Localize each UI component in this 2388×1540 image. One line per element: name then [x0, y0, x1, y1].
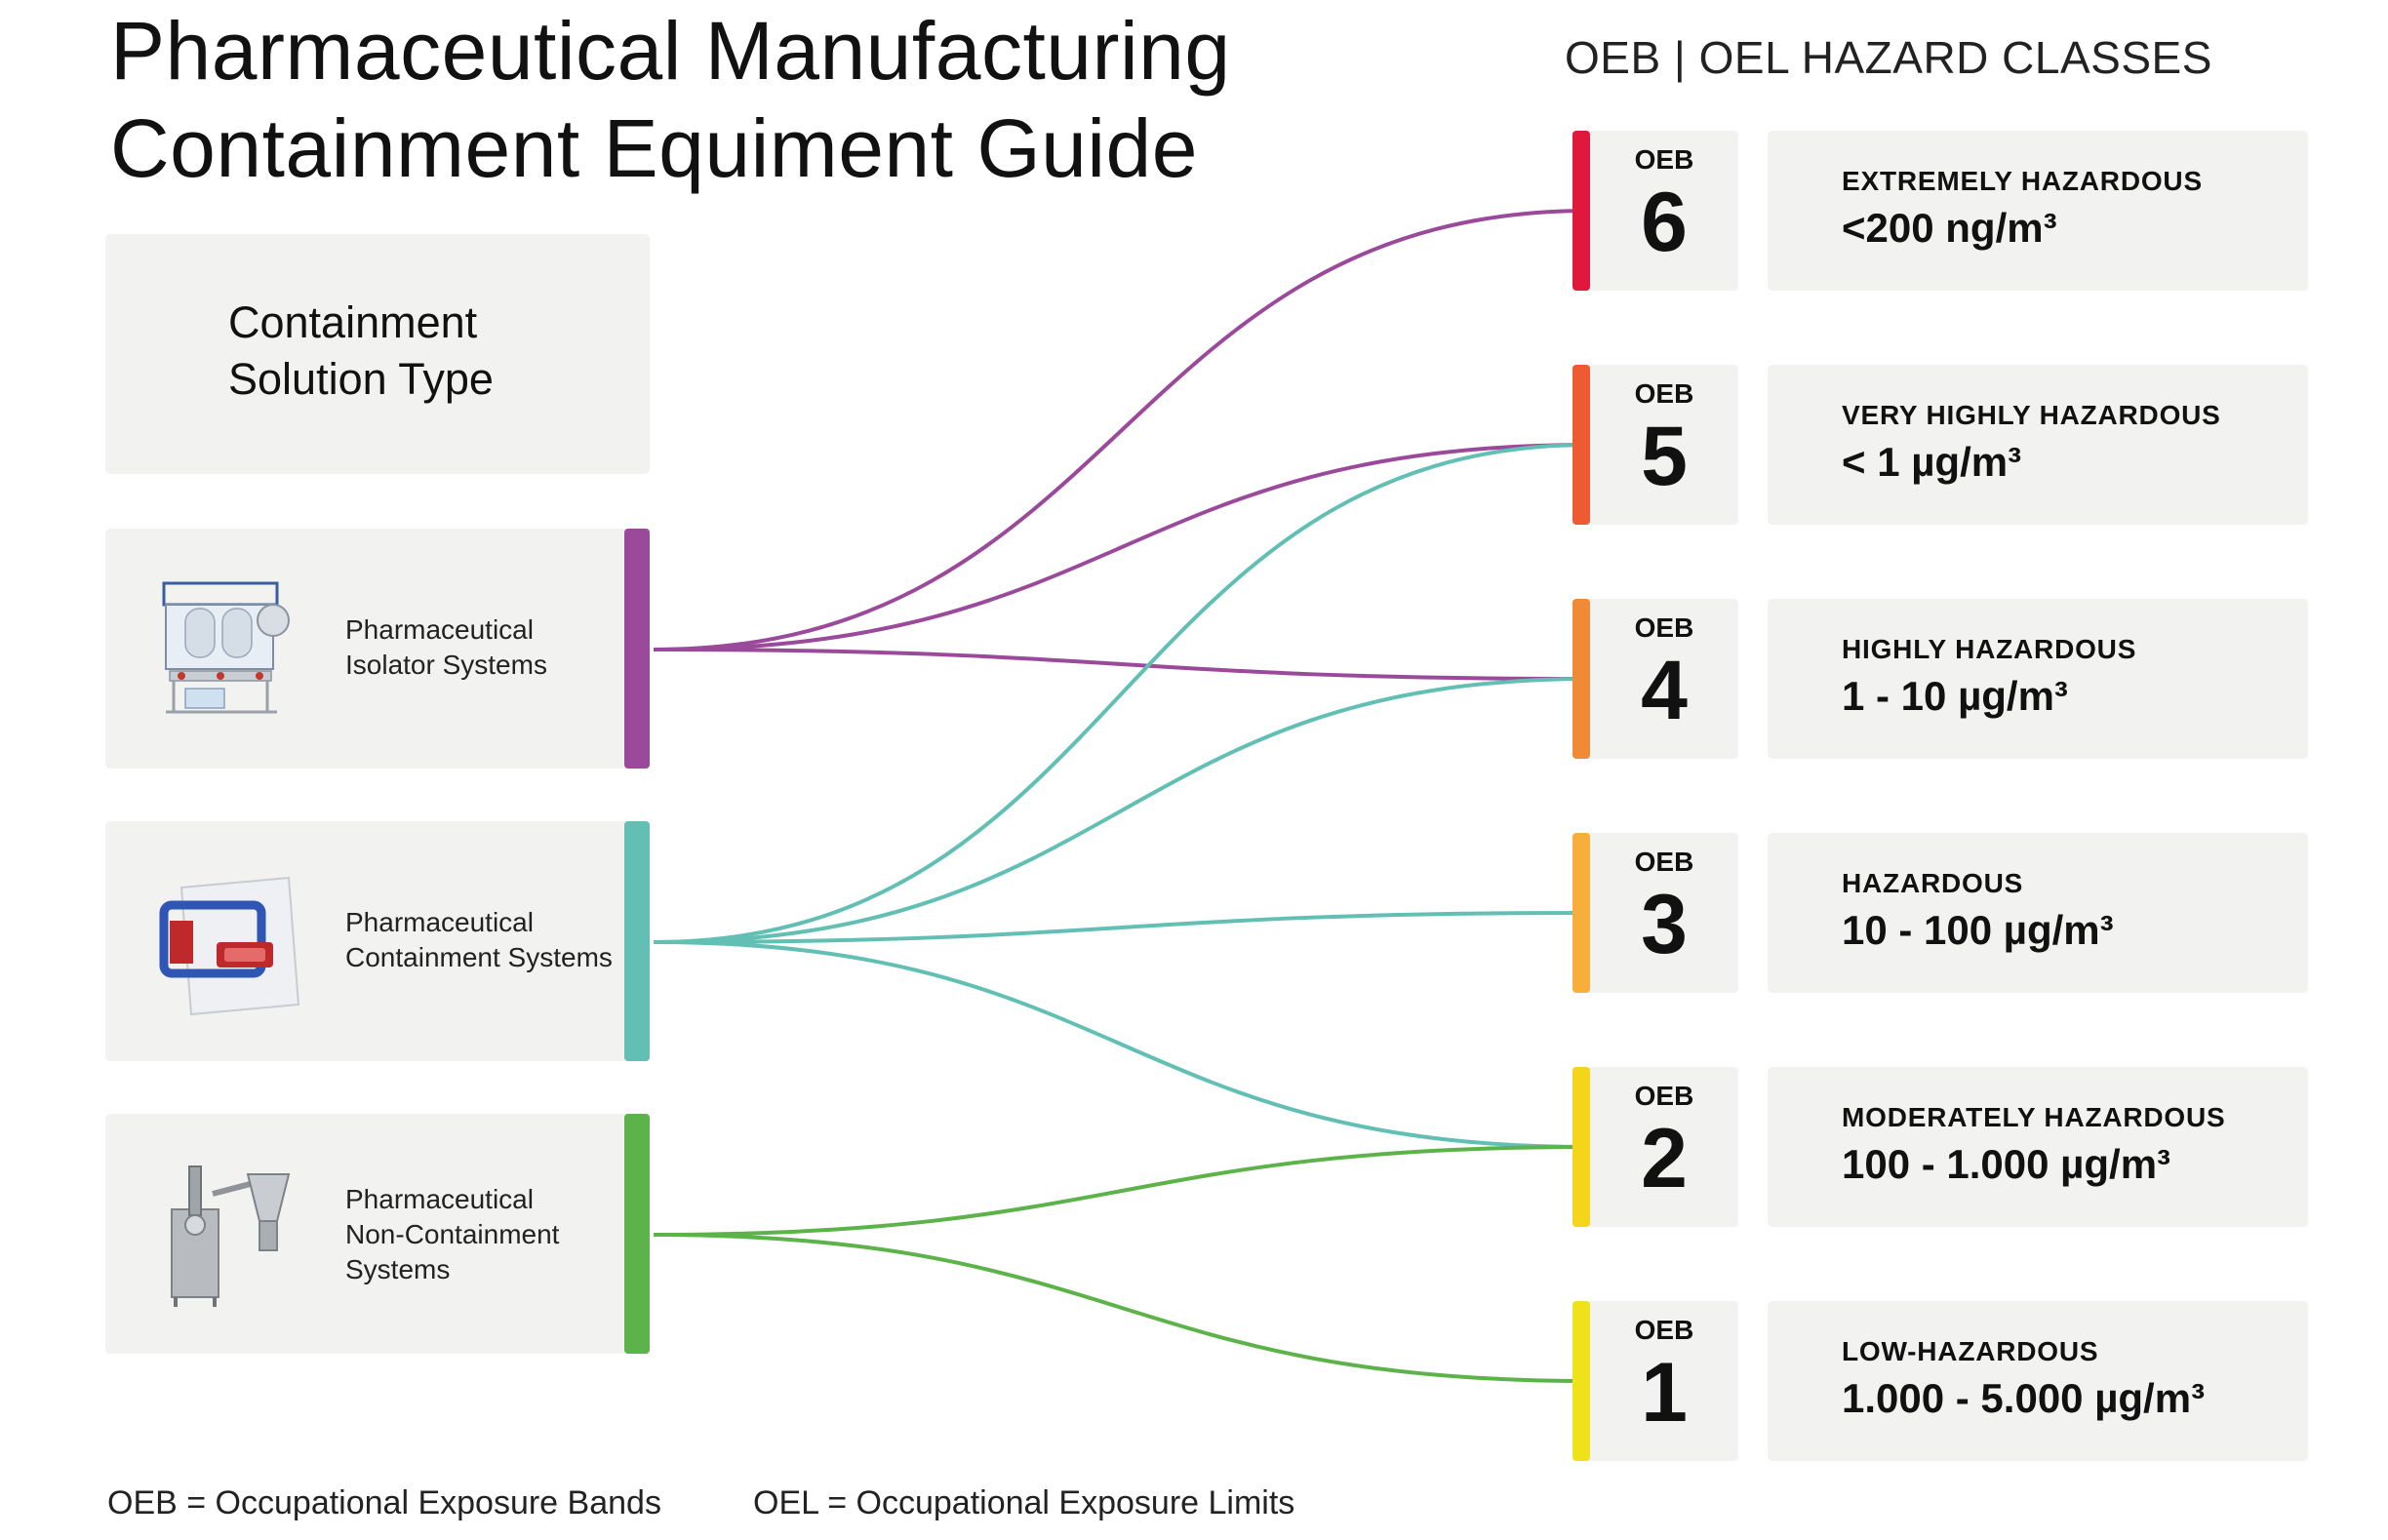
- exposure-limit: 10 - 100 µg/m³: [1842, 907, 2114, 953]
- oeb-label: OEB: [1634, 847, 1694, 877]
- link-line: [653, 443, 1591, 652]
- system-label-line-2: Containment Systems: [345, 942, 613, 972]
- hazard-name: MODERATELY HAZARDOUS: [1842, 1102, 2226, 1132]
- system-color-bar: [624, 821, 650, 1061]
- hazard-name: EXTREMELY HAZARDOUS: [1842, 166, 2203, 196]
- hazard-5-box: VERY HIGHLY HAZARDOUS < 1 µg/m³: [1768, 365, 2308, 525]
- system-color-bar: [624, 529, 650, 769]
- oel-definition: OEL = Occupational Exposure Limits: [753, 1484, 1295, 1521]
- oeb-color-stripe: [1572, 1301, 1590, 1461]
- oeb-label: OEB: [1634, 378, 1694, 409]
- hazard-1-box: LOW-HAZARDOUS 1.000 - 5.000 µg/m³: [1768, 1301, 2308, 1461]
- oeb-definition: OEB = Occupational Exposure Bands: [107, 1484, 661, 1521]
- link-line: [653, 1233, 1591, 1383]
- link-line: [653, 911, 1591, 944]
- link-line: [653, 677, 1591, 944]
- oeb-number: 3: [1641, 878, 1688, 971]
- oeb-number: 4: [1641, 644, 1688, 737]
- link-line: [653, 940, 1591, 1149]
- non-containment-machine-icon: [171, 1165, 291, 1307]
- link-line: [653, 443, 1591, 944]
- title-line-2: Containment Equiment Guide: [110, 102, 1198, 194]
- oeb-color-stripe: [1572, 131, 1590, 291]
- oeb-color-stripe: [1572, 599, 1590, 759]
- hazard-6-box: EXTREMELY HAZARDOUS <200 ng/m³: [1768, 131, 2308, 291]
- link-line: [653, 1145, 1591, 1237]
- link-line: [653, 209, 1591, 652]
- oeb-label: OEB: [1634, 1315, 1694, 1345]
- page-title: Pharmaceutical Manufacturing Containment…: [110, 2, 1231, 197]
- containment-bag-icon: [159, 876, 300, 1016]
- oeb-number: 6: [1641, 176, 1688, 269]
- oeb-label: OEB: [1634, 612, 1694, 643]
- isolator-icon: [162, 581, 290, 714]
- oeb-color-stripe: [1572, 365, 1590, 525]
- solution-type-line-1: Containment: [228, 297, 478, 347]
- oeb-3-box: OEB 3: [1572, 833, 1738, 993]
- system-label: Pharmaceutical Containment Systems: [345, 905, 613, 975]
- system-label-line-1: Pharmaceutical: [345, 614, 534, 645]
- system-label: Pharmaceutical Non-Containment Systems: [345, 1182, 559, 1287]
- system-label-line-2: Isolator Systems: [345, 650, 547, 680]
- oeb-color-stripe: [1572, 833, 1590, 993]
- oeb-number: 2: [1641, 1112, 1688, 1205]
- oeb-number: 5: [1641, 410, 1688, 503]
- hazard-name: VERY HIGHLY HAZARDOUS: [1842, 400, 2221, 430]
- system-non-containment: Pharmaceutical Non-Containment Systems: [105, 1114, 650, 1354]
- exposure-limit: 1 - 10 µg/m³: [1842, 673, 2068, 719]
- exposure-limit: 1.000 - 5.000 µg/m³: [1842, 1375, 2206, 1421]
- hazard-3-box: HAZARDOUS 10 - 100 µg/m³: [1768, 833, 2308, 993]
- system-label-line-1: Pharmaceutical: [345, 907, 534, 937]
- exposure-limit: 100 - 1.000 µg/m³: [1842, 1141, 2171, 1187]
- oeb-6-box: OEB 6: [1572, 131, 1738, 291]
- system-label-line-3: Systems: [345, 1254, 451, 1284]
- hazard-name: HIGHLY HAZARDOUS: [1842, 634, 2137, 664]
- system-label-line-1: Pharmaceutical: [345, 1184, 534, 1214]
- title-line-1: Pharmaceutical Manufacturing: [110, 5, 1231, 97]
- exposure-limit: <200 ng/m³: [1842, 205, 2057, 251]
- system-containment: Pharmaceutical Containment Systems: [105, 821, 650, 1061]
- oeb-number: 1: [1641, 1346, 1688, 1440]
- solution-type-header: Containment Solution Type: [105, 234, 650, 474]
- oeb-label: OEB: [1634, 1081, 1694, 1111]
- solution-type-line-2: Solution Type: [228, 354, 494, 404]
- exposure-limit: < 1 µg/m³: [1842, 439, 2022, 485]
- oeb-1-box: OEB 1: [1572, 1301, 1738, 1461]
- hazard-2-box: MODERATELY HAZARDOUS 100 - 1.000 µg/m³: [1768, 1067, 2308, 1227]
- oeb-2-box: OEB 2: [1572, 1067, 1738, 1227]
- oeb-color-stripe: [1572, 1067, 1590, 1227]
- link-line: [653, 648, 1591, 681]
- system-color-bar: [624, 1114, 650, 1354]
- oeb-4-box: OEB 4: [1572, 599, 1738, 759]
- hazard-4-box: HIGHLY HAZARDOUS 1 - 10 µg/m³: [1768, 599, 2308, 759]
- system-label-line-2: Non-Containment: [345, 1219, 560, 1249]
- oeb-5-box: OEB 5: [1572, 365, 1738, 525]
- hazard-name: LOW-HAZARDOUS: [1842, 1336, 2099, 1366]
- system-label: Pharmaceutical Isolator Systems: [345, 612, 547, 683]
- hazard-classes-heading: OEB | OEL HAZARD CLASSES: [1565, 32, 2212, 83]
- hazard-name: HAZARDOUS: [1842, 868, 2024, 898]
- oeb-label: OEB: [1634, 144, 1694, 175]
- system-isolator: Pharmaceutical Isolator Systems: [105, 529, 650, 769]
